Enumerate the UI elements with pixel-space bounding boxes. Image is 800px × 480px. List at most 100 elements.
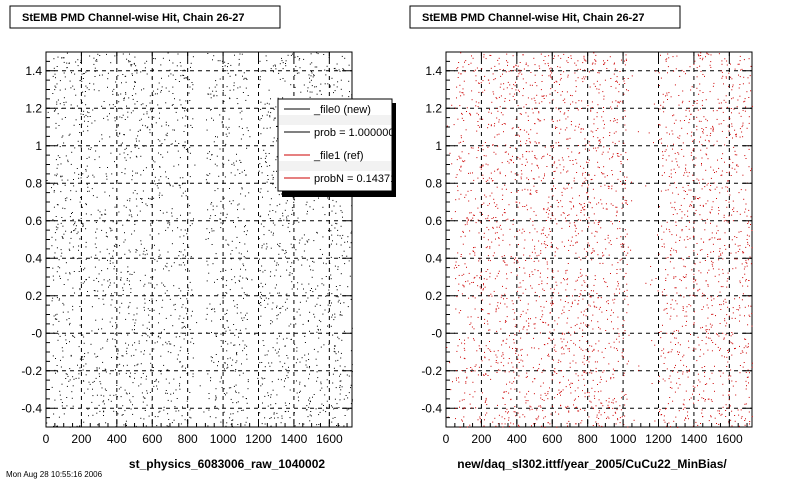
left-data-point	[183, 69, 185, 71]
left-data-point	[279, 312, 281, 314]
left-data-point	[141, 198, 143, 200]
right-data-point	[626, 89, 627, 91]
right-data-point	[739, 128, 741, 130]
left-data-point	[308, 74, 310, 76]
right-data-point	[474, 246, 476, 248]
left-data-point	[79, 324, 81, 326]
right-data-point	[710, 212, 711, 214]
left-data-point	[102, 290, 104, 292]
right-data-point	[462, 243, 464, 245]
left-data-point	[121, 108, 123, 110]
right-data-point	[558, 202, 560, 203]
left-data-point	[134, 322, 136, 324]
right-data-point	[477, 106, 479, 108]
left-data-point	[62, 356, 64, 358]
right-data-point	[661, 246, 663, 247]
right-data-point	[718, 102, 720, 104]
right-data-point	[687, 415, 688, 417]
left-data-point	[122, 289, 124, 291]
left-data-point	[70, 87, 72, 89]
left-data-point	[262, 271, 264, 273]
right-data-point	[664, 357, 666, 359]
left-data-point	[261, 294, 262, 296]
left-data-point	[143, 353, 145, 355]
right-data-point	[743, 252, 745, 254]
left-data-point	[233, 82, 235, 84]
right-data-point	[549, 93, 551, 95]
right-data-point	[657, 234, 658, 236]
left-data-point	[57, 99, 59, 101]
right-data-point	[584, 59, 586, 61]
left-data-point	[220, 227, 222, 229]
left-data-point	[134, 221, 136, 222]
right-data-point	[547, 422, 549, 424]
right-data-point	[738, 414, 740, 416]
left-data-point	[331, 302, 332, 304]
left-data-point	[103, 221, 105, 223]
right-data-point	[507, 160, 509, 162]
right-data-point	[449, 152, 451, 154]
left-data-point	[72, 405, 74, 407]
right-data-point	[503, 391, 505, 393]
left-data-point	[192, 376, 194, 378]
right-data-point	[548, 324, 550, 326]
right-data-point	[446, 125, 448, 127]
right-data-point	[736, 154, 738, 156]
right-data-point	[744, 273, 746, 275]
right-data-point	[581, 420, 583, 422]
left-data-point	[277, 417, 279, 419]
right-data-point	[711, 350, 713, 352]
left-data-point	[172, 74, 174, 76]
left-data-point	[178, 251, 180, 252]
left-data-point	[315, 358, 317, 360]
left-data-point	[246, 398, 247, 400]
left-y-tick-label: 1.4	[25, 64, 42, 78]
right-data-point	[725, 219, 727, 221]
left-data-point	[208, 398, 210, 400]
right-data-point	[560, 57, 562, 59]
right-data-point	[699, 393, 700, 395]
left-data-point	[165, 390, 167, 391]
left-data-point	[163, 284, 164, 286]
left-data-point	[170, 73, 172, 75]
right-data-point	[585, 144, 587, 146]
left-data-point	[327, 325, 328, 327]
right-data-point	[528, 390, 530, 392]
right-data-point	[661, 142, 663, 144]
right-data-point	[469, 283, 471, 285]
right-data-point	[489, 247, 491, 249]
right-data-point	[597, 391, 599, 393]
right-data-point	[678, 137, 680, 139]
left-data-point	[309, 373, 310, 375]
left-data-point	[80, 146, 82, 148]
right-data-point	[658, 253, 660, 255]
left-data-point	[217, 136, 218, 138]
right-data-point	[556, 284, 558, 286]
left-data-point	[115, 223, 117, 225]
left-data-point	[94, 266, 96, 268]
right-data-point	[665, 59, 667, 61]
right-data-point	[461, 342, 463, 344]
left-data-point	[138, 342, 140, 344]
right-data-point	[613, 73, 615, 75]
right-data-point	[685, 115, 687, 117]
right-data-point	[560, 370, 562, 372]
right-data-point	[735, 394, 737, 396]
left-data-point	[88, 112, 90, 114]
left-data-point	[118, 388, 120, 390]
left-x-tick-label: 1000	[210, 432, 237, 446]
left-data-point	[205, 238, 207, 240]
left-data-point	[327, 304, 329, 306]
right-data-point	[561, 341, 563, 343]
left-data-point	[290, 54, 292, 56]
right-data-point	[512, 223, 514, 225]
right-data-point	[688, 340, 689, 342]
left-data-point	[139, 210, 141, 212]
left-data-point	[143, 294, 145, 296]
right-data-point	[494, 417, 496, 419]
right-data-point	[594, 279, 596, 280]
right-data-point	[748, 166, 750, 168]
right-data-point	[700, 423, 701, 424]
left-data-point	[91, 401, 93, 403]
left-data-point	[339, 393, 341, 395]
